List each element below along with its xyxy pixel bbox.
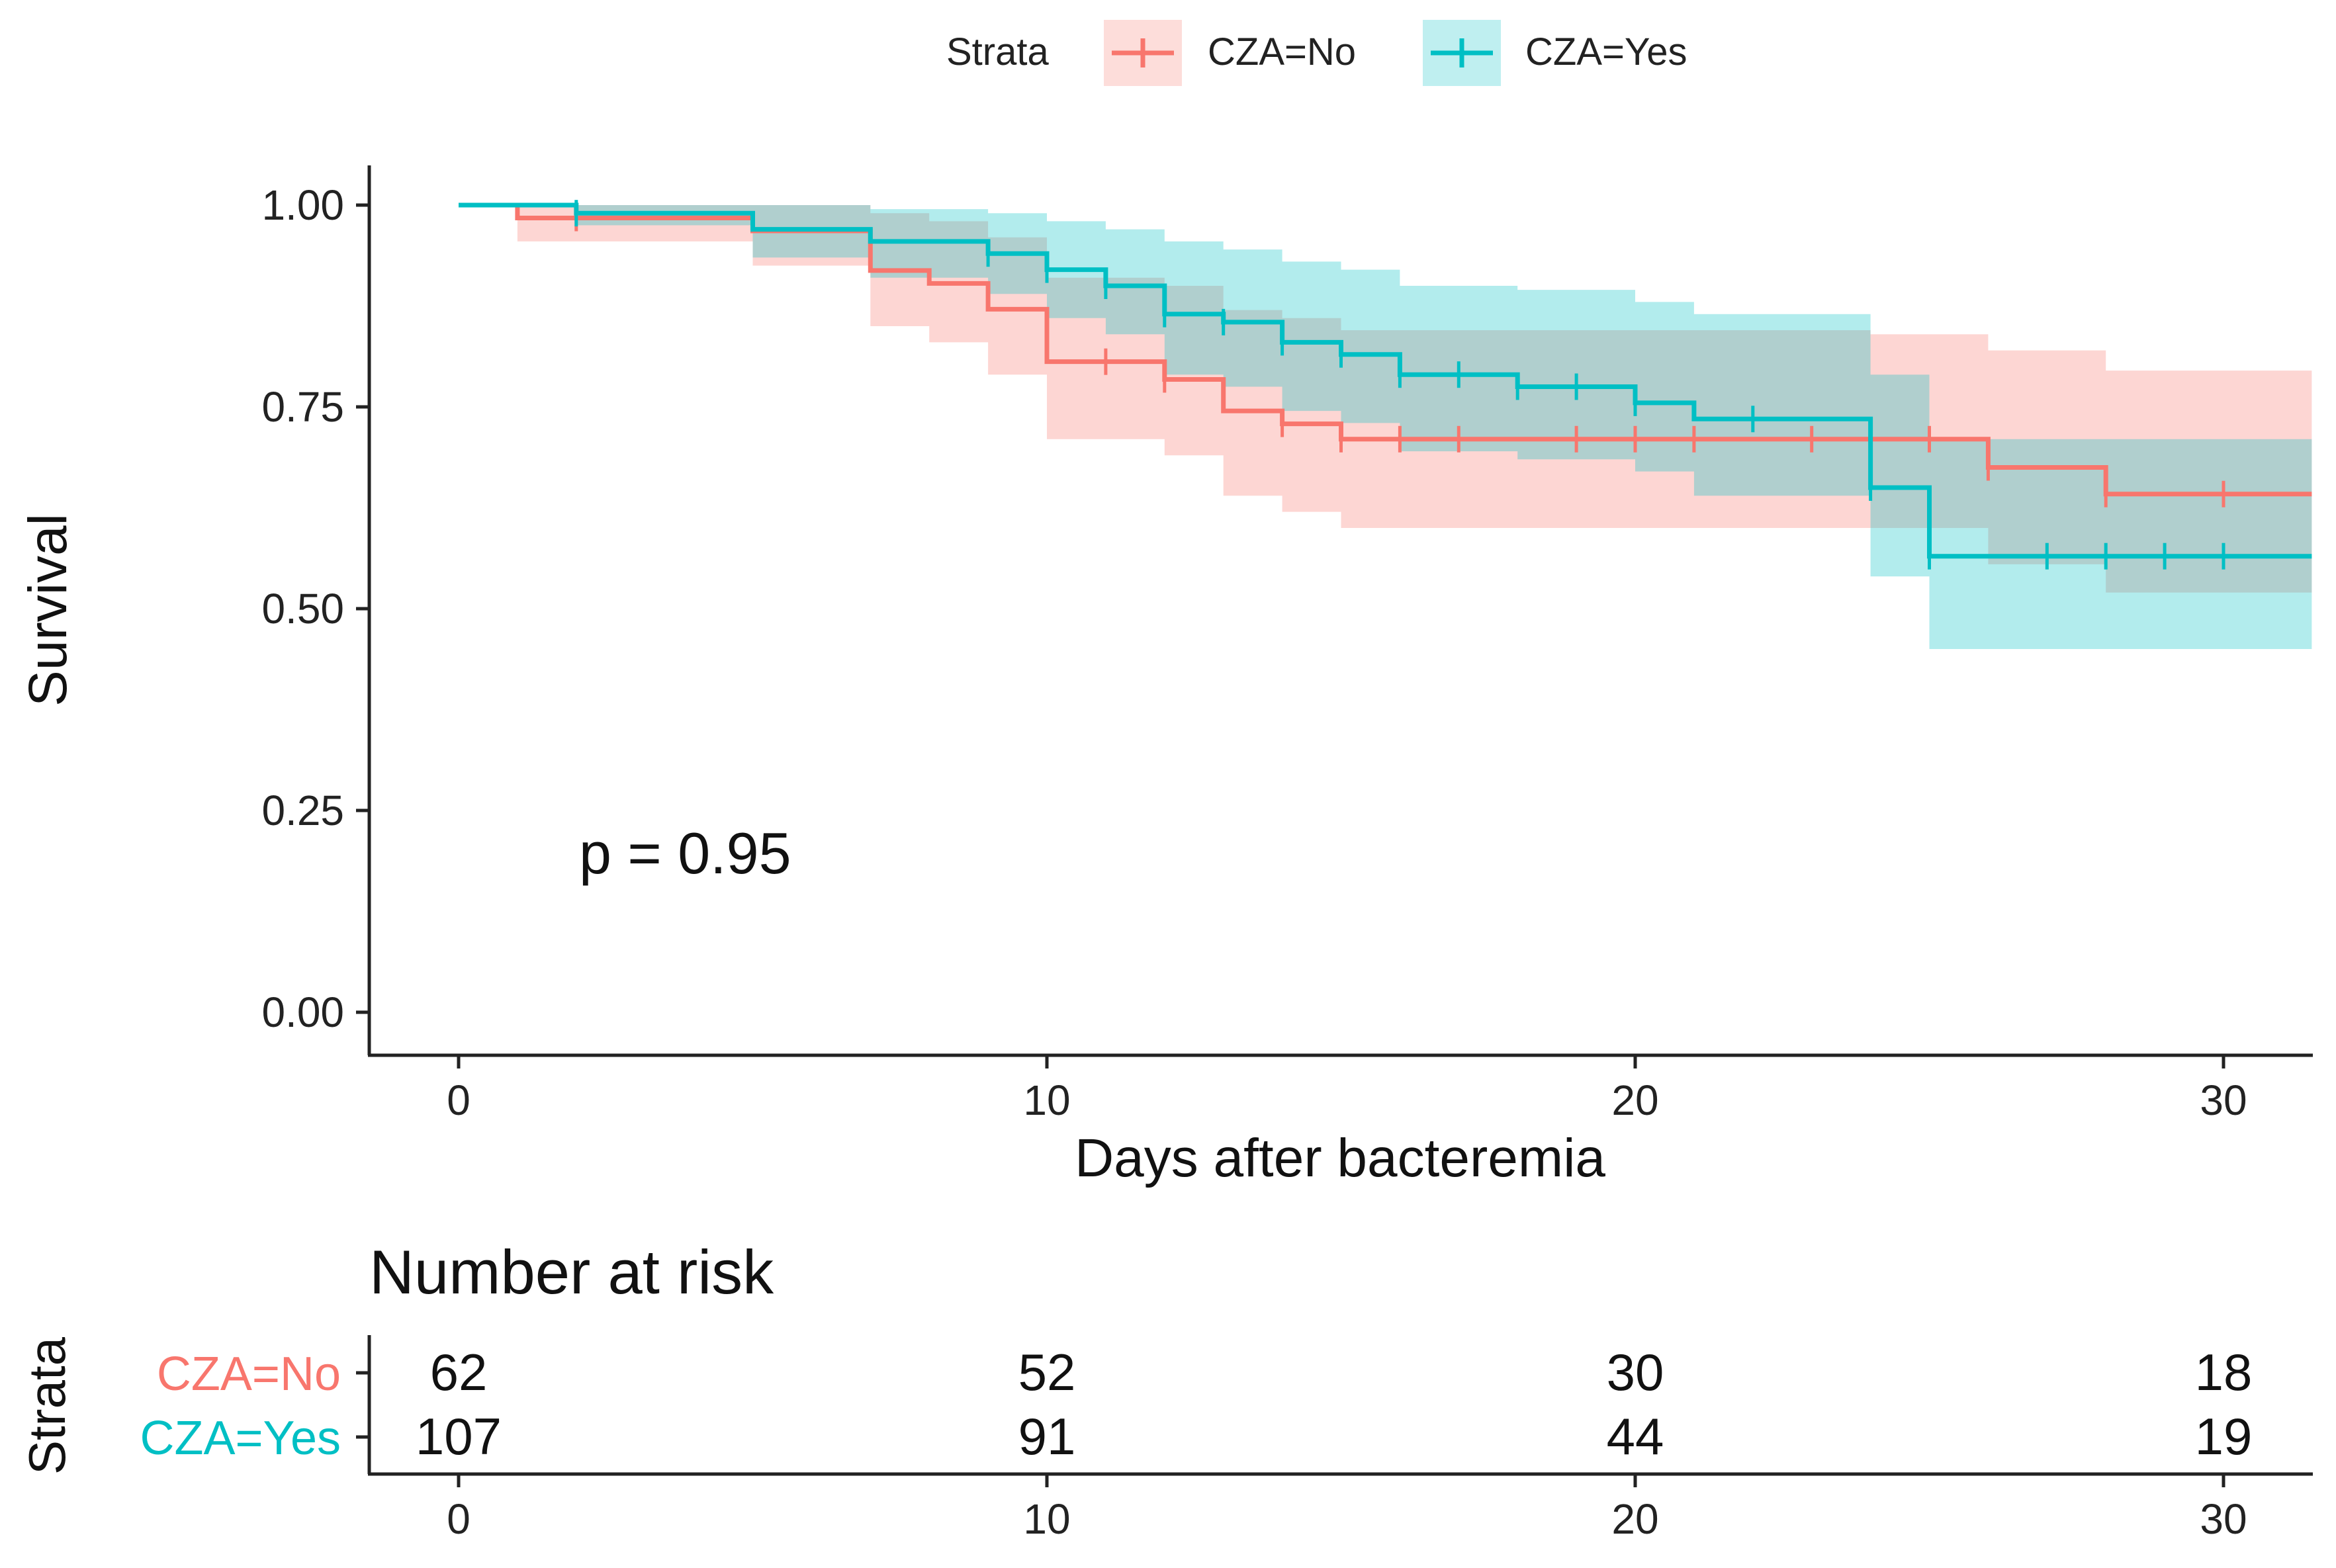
risk-count: 107 <box>416 1407 502 1465</box>
y-axis-ticks: 0.00 0.25 0.50 0.75 1.00 <box>261 181 369 1036</box>
risk-count: 19 <box>2195 1407 2253 1465</box>
risk-count: 91 <box>1018 1407 1076 1465</box>
confidence-bands <box>459 205 2312 649</box>
censor-marks <box>574 200 2225 570</box>
risk-x-tick-label: 30 <box>2200 1495 2247 1543</box>
ci-band-cza-no <box>459 205 2312 593</box>
risk-count: 44 <box>1607 1407 1664 1465</box>
risk-count: 30 <box>1607 1343 1664 1401</box>
survival-curve-cza-yes <box>459 202 2312 559</box>
risk-x-tick-label: 0 <box>447 1495 471 1543</box>
y-axis-label: Survival <box>18 513 78 707</box>
y-tick-label: 0.50 <box>261 585 344 632</box>
legend: Strata CZA=No CZA=Yes <box>946 20 1687 86</box>
x-tick-label: 0 <box>447 1076 471 1124</box>
risk-x-tick-label: 20 <box>1611 1495 1658 1543</box>
risk-table-title: Number at risk <box>369 1237 774 1307</box>
p-value-annotation: p = 0.95 <box>579 820 791 886</box>
y-tick-label: 1.00 <box>261 181 344 229</box>
legend-label-cza-no: CZA=No <box>1208 30 1356 73</box>
x-tick-label: 30 <box>2200 1076 2247 1124</box>
x-axis-label: Days after bacteremia <box>1075 1128 1605 1188</box>
risk-row-label-cza-no: CZA=No <box>157 1348 341 1401</box>
risk-count: 18 <box>2195 1343 2253 1401</box>
legend-label-cza-yes: CZA=Yes <box>1525 30 1687 73</box>
risk-row-label-cza-yes: CZA=Yes <box>140 1412 341 1465</box>
x-axis-ticks: 0 10 20 30 <box>447 1055 2247 1124</box>
risk-table: CZA=No 62 52 30 18 CZA=Yes 107 91 44 19 0 10 20 30 <box>140 1343 2252 1543</box>
y-tick-label: 0.00 <box>261 988 344 1036</box>
risk-count: 52 <box>1018 1343 1076 1401</box>
legend-title: Strata <box>946 30 1049 73</box>
risk-count: 62 <box>430 1343 488 1401</box>
risk-table-y-label: Strata <box>18 1336 76 1475</box>
x-tick-label: 10 <box>1023 1076 1070 1124</box>
ci-band-cza-yes <box>459 205 2312 649</box>
y-tick-label: 0.75 <box>261 383 344 431</box>
x-tick-label: 20 <box>1611 1076 1658 1124</box>
y-tick-label: 0.25 <box>261 787 344 834</box>
risk-x-tick-label: 10 <box>1023 1495 1070 1543</box>
